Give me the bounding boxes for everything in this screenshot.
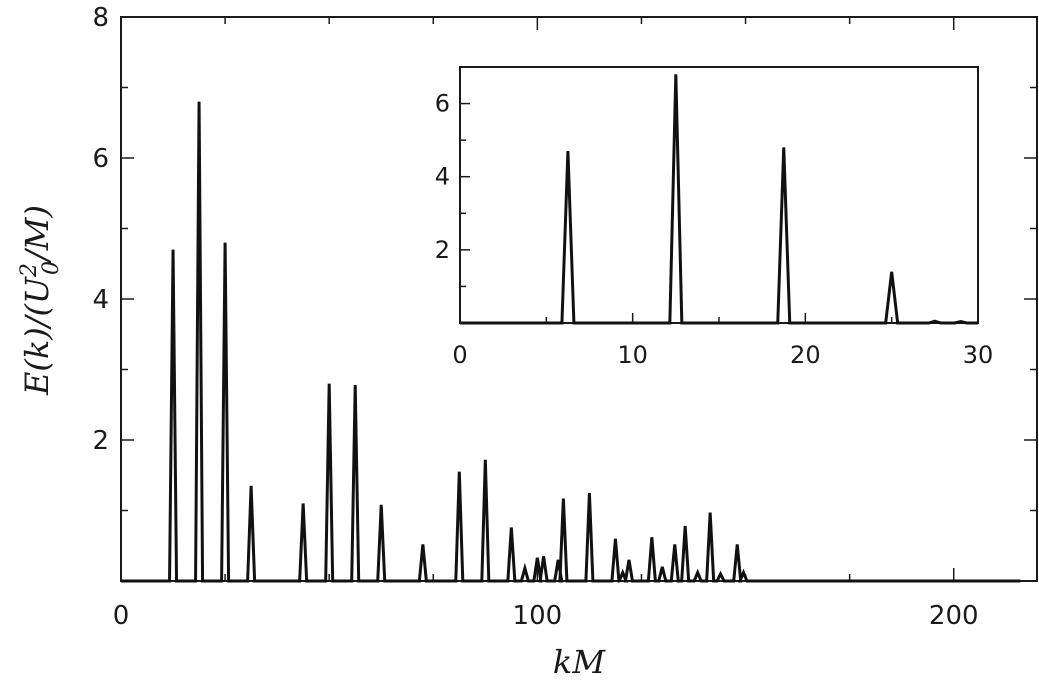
x-tick-label: 20 [790, 341, 821, 369]
y-tick-label: 8 [92, 3, 109, 33]
y-tick-label: 6 [435, 90, 450, 118]
main-energy-spectrum-line [121, 101, 1021, 583]
inset-plot-frame [459, 66, 979, 324]
main-plot-frame [120, 16, 1038, 582]
x-tick-label: 10 [617, 341, 648, 369]
inset-chart: 0 10 20 30 2 4 6 [435, 66, 994, 369]
y-axis-title: E(k)/(U20/M) [17, 205, 64, 396]
y-tick-label: 2 [435, 236, 450, 264]
x-tick-label: 0 [452, 341, 467, 369]
y-tick-label: 2 [92, 426, 109, 456]
y-tick-label: 4 [92, 285, 109, 315]
x-tick-label: 0 [113, 601, 130, 631]
x-tick-label: 30 [963, 341, 994, 369]
x-tick-label: 200 [929, 601, 979, 631]
x-tick-label: 100 [513, 601, 563, 631]
y-tick-label: 4 [435, 163, 450, 191]
inset-axis-ticks [459, 66, 979, 324]
inset-tick-labels: 0 10 20 30 2 4 6 [435, 90, 994, 369]
x-axis-title: kM [553, 643, 606, 681]
main-axis-ticks [120, 16, 1037, 582]
y-tick-label: 6 [92, 144, 109, 174]
inset-energy-spectrum-line [460, 74, 978, 325]
